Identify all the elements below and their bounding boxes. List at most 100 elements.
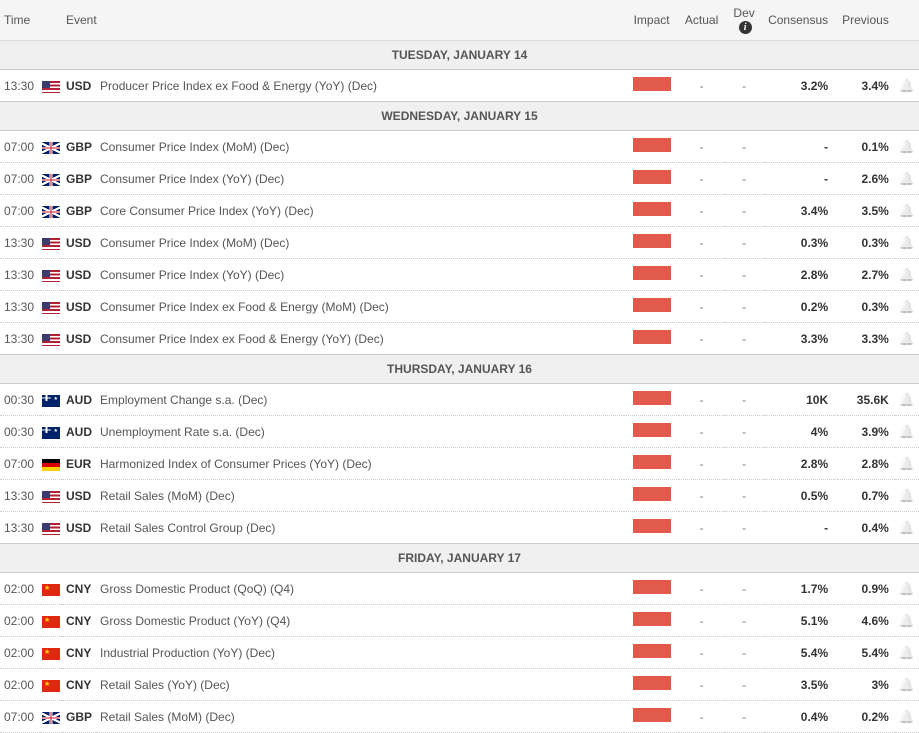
col-actual-header[interactable]: Actual xyxy=(679,0,724,41)
impact-bar-icon xyxy=(633,391,671,405)
event-row[interactable]: 13:30USDConsumer Price Index ex Food & E… xyxy=(0,323,919,355)
bell-icon[interactable]: 🔔 xyxy=(899,267,915,283)
bell-icon[interactable]: 🔔 xyxy=(899,520,915,536)
event-row[interactable]: 02:00CNYGross Domestic Product (QoQ) (Q4… xyxy=(0,573,919,605)
flag-au-icon xyxy=(42,427,60,439)
bell-icon[interactable]: 🔔 xyxy=(899,139,915,155)
event-name[interactable]: Consumer Price Index (MoM) (Dec) xyxy=(96,227,624,259)
bell-icon[interactable]: 🔔 xyxy=(899,677,915,693)
event-name[interactable]: Retail Sales Control Group (Dec) xyxy=(96,512,624,544)
bell-icon[interactable]: 🔔 xyxy=(899,709,915,725)
bell-icon[interactable]: 🔔 xyxy=(899,235,915,251)
col-previous-header[interactable]: Previous xyxy=(838,0,895,41)
event-row[interactable]: 00:30AUDUnemployment Rate s.a. (Dec)--4%… xyxy=(0,416,919,448)
flag-us-icon xyxy=(42,491,60,503)
col-time-header[interactable]: Time xyxy=(0,0,40,41)
event-row[interactable]: 02:00CNYGross Domestic Product (YoY) (Q4… xyxy=(0,605,919,637)
event-name[interactable]: Consumer Price Index ex Food & Energy (M… xyxy=(96,291,624,323)
event-name[interactable]: Producer Price Index ex Food & Energy (Y… xyxy=(96,70,624,102)
event-row[interactable]: 02:00CNYRetail Sales (YoY) (Dec)--3.5%3%… xyxy=(0,669,919,701)
event-currency: USD xyxy=(62,227,96,259)
flag-cn-icon xyxy=(42,648,60,660)
bell-icon[interactable]: 🔔 xyxy=(899,203,915,219)
event-row[interactable]: 13:30USDRetail Sales (MoM) (Dec)--0.5%0.… xyxy=(0,480,919,512)
bell-icon[interactable]: 🔔 xyxy=(899,456,915,472)
bell-icon[interactable]: 🔔 xyxy=(899,331,915,347)
event-currency: CNY xyxy=(62,637,96,669)
event-currency: USD xyxy=(62,480,96,512)
bell-icon[interactable]: 🔔 xyxy=(899,392,915,408)
day-header-label: FRIDAY, JANUARY 17 xyxy=(0,544,919,573)
flag-gb-icon xyxy=(42,142,60,154)
event-consensus: 0.3% xyxy=(764,227,838,259)
event-name[interactable]: Consumer Price Index (YoY) (Dec) xyxy=(96,259,624,291)
bell-icon[interactable]: 🔔 xyxy=(899,645,915,661)
flag-us-icon xyxy=(42,238,60,250)
bell-icon[interactable]: 🔔 xyxy=(899,424,915,440)
event-currency: CNY xyxy=(62,605,96,637)
event-currency: CNY xyxy=(62,573,96,605)
event-previous: 3.4% xyxy=(838,70,895,102)
event-previous: 4.6% xyxy=(838,605,895,637)
event-currency: USD xyxy=(62,70,96,102)
event-previous: 0.9% xyxy=(838,573,895,605)
event-dev: - xyxy=(724,323,764,355)
event-name[interactable]: Consumer Price Index (YoY) (Dec) xyxy=(96,163,624,195)
bell-icon[interactable]: 🔔 xyxy=(899,78,915,94)
event-consensus: 3.2% xyxy=(764,70,838,102)
event-row[interactable]: 07:00GBPRetail Sales (MoM) (Dec)--0.4%0.… xyxy=(0,701,919,733)
event-row[interactable]: 07:00GBPConsumer Price Index (MoM) (Dec)… xyxy=(0,131,919,163)
event-previous: 3.5% xyxy=(838,195,895,227)
event-name[interactable]: Consumer Price Index ex Food & Energy (Y… xyxy=(96,323,624,355)
event-name[interactable]: Gross Domestic Product (QoQ) (Q4) xyxy=(96,573,624,605)
event-dev: - xyxy=(724,669,764,701)
col-impact-header[interactable]: Impact xyxy=(624,0,679,41)
event-name[interactable]: Consumer Price Index (MoM) (Dec) xyxy=(96,131,624,163)
event-previous: 35.6K xyxy=(838,384,895,416)
event-dev: - xyxy=(724,605,764,637)
event-name[interactable]: Industrial Production (YoY) (Dec) xyxy=(96,637,624,669)
event-name[interactable]: Employment Change s.a. (Dec) xyxy=(96,384,624,416)
event-name[interactable]: Retail Sales (MoM) (Dec) xyxy=(96,701,624,733)
col-consensus-header[interactable]: Consensus xyxy=(764,0,838,41)
event-currency: GBP xyxy=(62,131,96,163)
event-consensus: 4% xyxy=(764,416,838,448)
bell-icon[interactable]: 🔔 xyxy=(899,613,915,629)
event-name[interactable]: Retail Sales (YoY) (Dec) xyxy=(96,669,624,701)
event-time: 13:30 xyxy=(0,227,40,259)
bell-icon[interactable]: 🔔 xyxy=(899,581,915,597)
event-row[interactable]: 13:30 USDConsumer Price Index (MoM) (Dec)… xyxy=(0,227,919,259)
event-row[interactable]: 07:00GBPCore Consumer Price Index (YoY) … xyxy=(0,195,919,227)
event-row[interactable]: 13:30USDConsumer Price Index (YoY) (Dec)… xyxy=(0,259,919,291)
event-previous: 2.6% xyxy=(838,163,895,195)
info-icon[interactable]: i xyxy=(739,21,752,34)
event-name[interactable]: Core Consumer Price Index (YoY) (Dec) xyxy=(96,195,624,227)
bell-icon[interactable]: 🔔 xyxy=(899,171,915,187)
event-name[interactable]: Unemployment Rate s.a. (Dec) xyxy=(96,416,624,448)
event-row[interactable]: 00:30AUDEmployment Change s.a. (Dec)--10… xyxy=(0,384,919,416)
impact-bar-icon xyxy=(633,519,671,533)
impact-bar-icon xyxy=(633,266,671,280)
event-row[interactable]: 13:30USDProducer Price Index ex Food & E… xyxy=(0,70,919,102)
bell-icon[interactable]: 🔔 xyxy=(899,299,915,315)
event-actual: - xyxy=(679,637,724,669)
event-row[interactable]: 07:00GBPConsumer Price Index (YoY) (Dec)… xyxy=(0,163,919,195)
event-time: 00:30 xyxy=(0,384,40,416)
col-dev-header[interactable]: Devi xyxy=(724,0,764,41)
event-name[interactable]: Harmonized Index of Consumer Prices (YoY… xyxy=(96,448,624,480)
event-name[interactable]: Gross Domestic Product (YoY) (Q4) xyxy=(96,605,624,637)
event-actual: - xyxy=(679,669,724,701)
event-row[interactable]: 13:30USDRetail Sales Control Group (Dec)… xyxy=(0,512,919,544)
event-row[interactable]: 02:00CNYIndustrial Production (YoY) (Dec… xyxy=(0,637,919,669)
col-event-header[interactable]: Event xyxy=(62,0,624,41)
bell-icon[interactable]: 🔔 xyxy=(899,488,915,504)
event-actual: - xyxy=(679,573,724,605)
event-row[interactable]: 13:30USDConsumer Price Index ex Food & E… xyxy=(0,291,919,323)
event-dev: - xyxy=(724,227,764,259)
event-row[interactable]: 07:00EURHarmonized Index of Consumer Pri… xyxy=(0,448,919,480)
event-actual: - xyxy=(679,70,724,102)
event-previous: 5.4% xyxy=(838,637,895,669)
impact-bar-icon xyxy=(633,170,671,184)
event-name[interactable]: Retail Sales (MoM) (Dec) xyxy=(96,480,624,512)
event-currency: GBP xyxy=(62,195,96,227)
